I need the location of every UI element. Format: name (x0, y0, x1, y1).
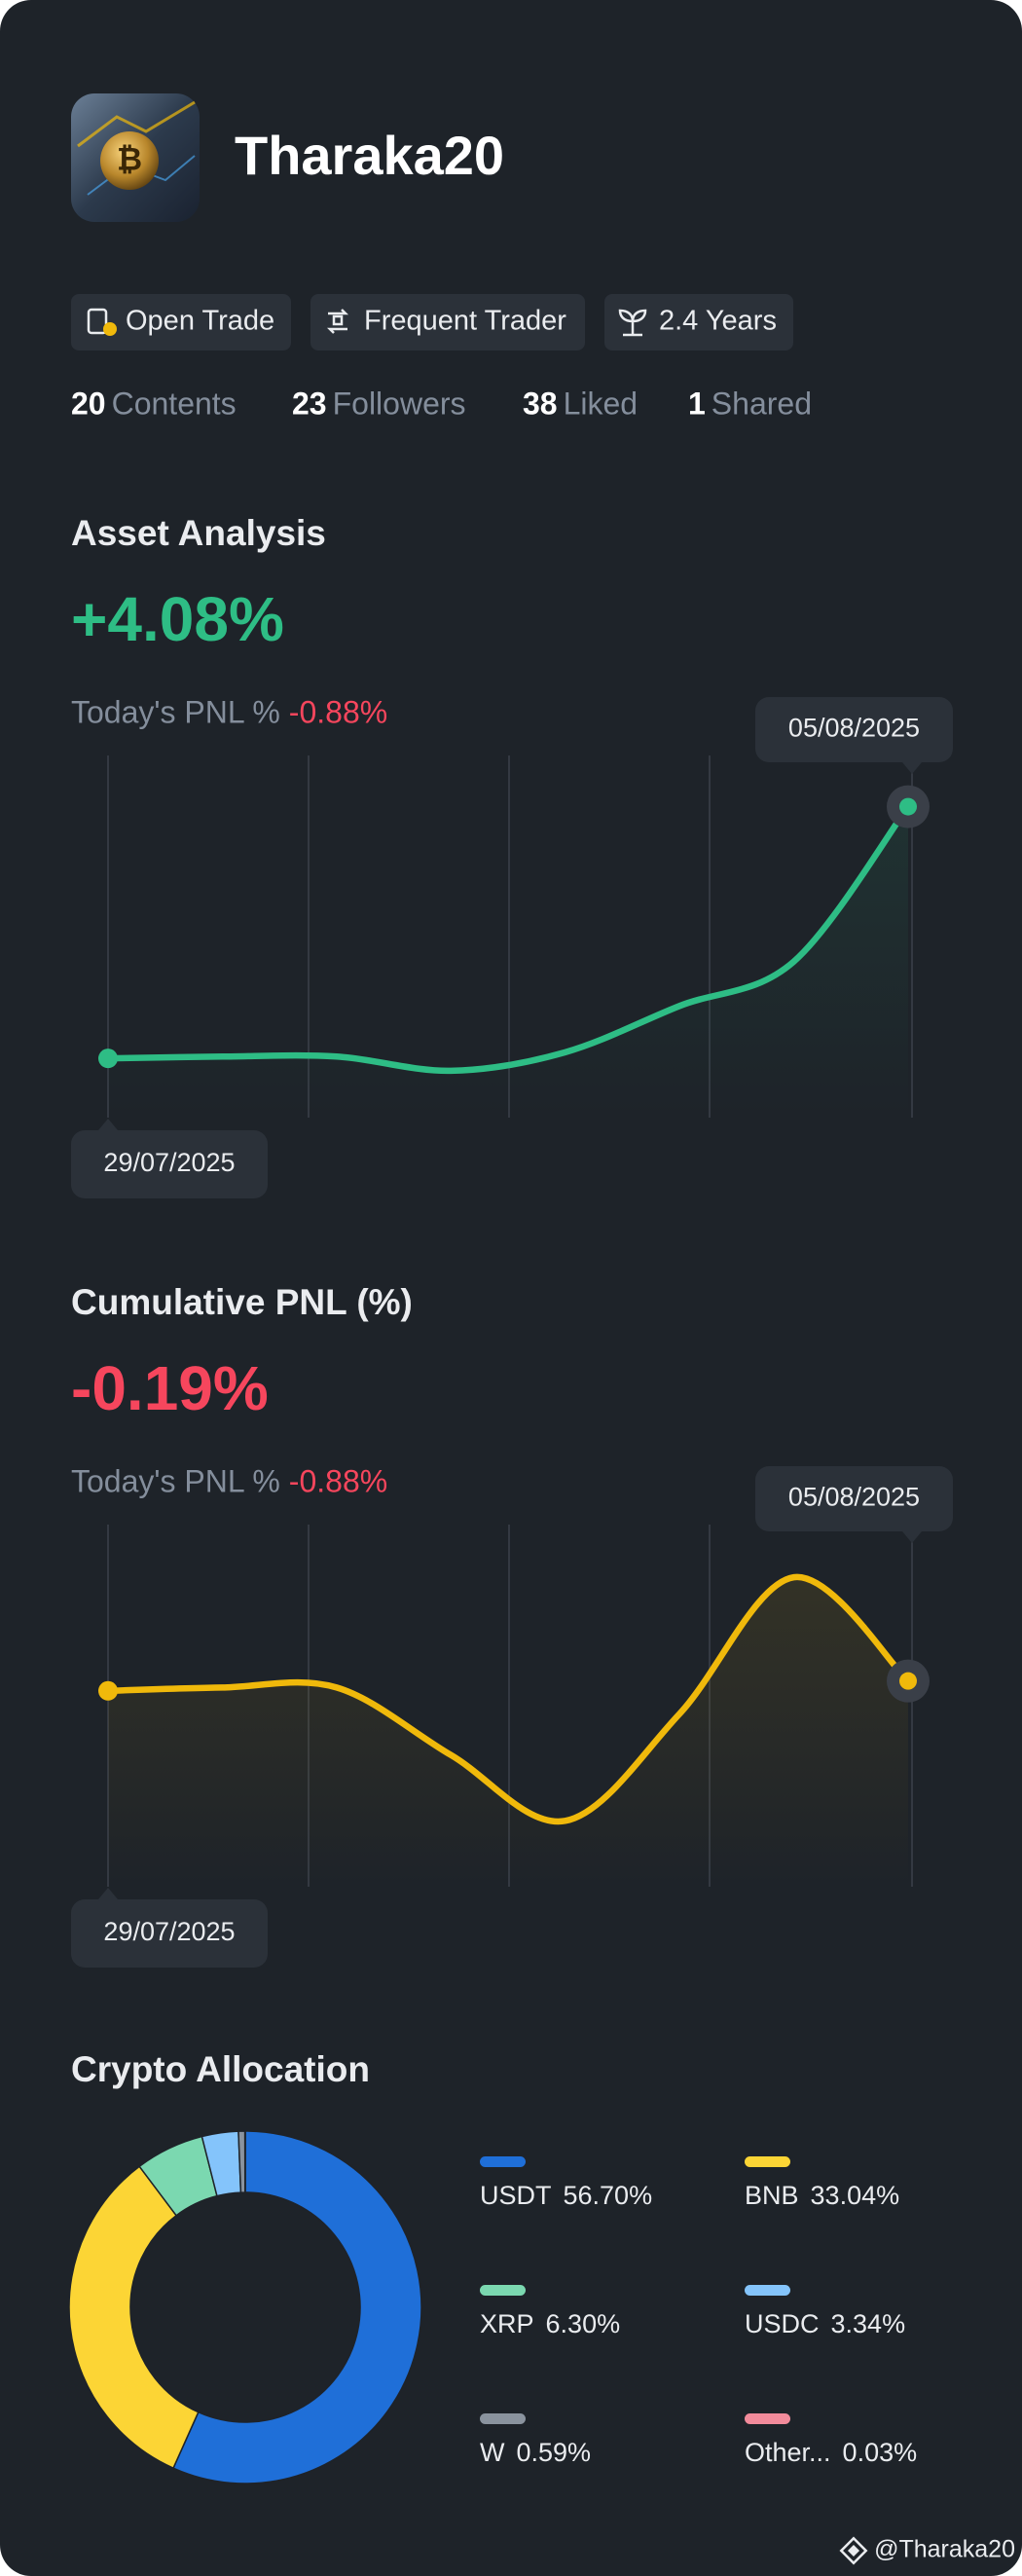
legend-value: 6.30% (546, 2309, 621, 2338)
end-date: 05/08/2025 (788, 714, 920, 743)
legend-swatch (745, 2156, 790, 2167)
date-bubble (71, 1899, 268, 1968)
badge-label: Open Trade (126, 306, 274, 337)
pnl-value: -0.88% (289, 694, 387, 729)
legend-label: USDC (745, 2309, 820, 2338)
start-point (98, 1680, 118, 1701)
legend-label: Other... (745, 2438, 831, 2467)
pnl-label: Today's PNL % (71, 1463, 280, 1498)
end-point (899, 797, 917, 816)
pnl-label: Today's PNL % (71, 694, 280, 729)
stat-label: Followers (333, 386, 466, 421)
line (104, 1573, 912, 1825)
legend-swatch (745, 2413, 790, 2424)
stats: 20 Contents 23 Followers 38 Liked 1 Shared (71, 386, 812, 421)
stat-label: Shared (712, 386, 812, 421)
badge (604, 294, 793, 350)
legend-label: W (480, 2438, 505, 2467)
start-date: 29/07/2025 (103, 1917, 235, 1946)
headline-value: +4.08% (71, 584, 284, 654)
end-point (899, 1672, 917, 1690)
section-title: Crypto Allocation (71, 2049, 370, 2089)
legend-value: 0.03% (843, 2438, 918, 2467)
badge-label: 2.4 Years (659, 306, 777, 337)
legend-swatch (480, 2285, 526, 2296)
badge (71, 294, 291, 350)
legend-value: 56.70% (564, 2181, 653, 2210)
headline-value: -0.19% (71, 1353, 269, 1423)
stat-label: Liked (564, 386, 639, 421)
start-point (98, 1049, 118, 1069)
charts: Asset Analysis +4.08% Today's PNL % -0.88% 0… (68, 513, 953, 2484)
line (104, 803, 912, 1075)
legend-swatch (480, 2413, 526, 2424)
legend-value: 33.04% (811, 2181, 900, 2210)
donut-segment (68, 2165, 200, 2470)
area (108, 806, 908, 1118)
date-bubble (71, 1130, 268, 1198)
legend-label: XRP (480, 2309, 534, 2338)
stat-value: 23 (292, 386, 327, 421)
end-date: 05/08/2025 (788, 1483, 920, 1512)
date-bubble (755, 1466, 953, 1531)
bubble-pointer (98, 1888, 118, 1899)
stat-value: 38 (523, 386, 558, 421)
badge-icon (87, 308, 647, 337)
legend-label: USDT (480, 2181, 552, 2210)
legend-swatch (745, 2285, 790, 2296)
bubble-pointer (98, 1119, 118, 1130)
stat-value: 1 (688, 386, 706, 421)
donut-chart: Crypto Allocation USDT 56.70% BNB 33.04% XRP 6… (68, 2049, 918, 2484)
section-title: Asset Analysis (71, 513, 326, 553)
stat-label: Contents (112, 386, 237, 421)
stat-value: 20 (71, 386, 106, 421)
donut-segment (172, 2130, 422, 2484)
area (108, 1576, 908, 1887)
watermark: @Tharaka20 (839, 2536, 1015, 2565)
avatar: ₿ (71, 93, 200, 222)
badge (310, 294, 585, 350)
start-date: 29/07/2025 (103, 1148, 235, 1177)
pnl-value: -0.88% (289, 1463, 387, 1498)
bubble-pointer (902, 762, 922, 774)
section-title: Cumulative PNL (%) (71, 1282, 413, 1322)
svg-text:₿: ₿ (117, 141, 142, 176)
line-chart: Asset Analysis +4.08% Today's PNL % -0.88% 0… (71, 513, 953, 1198)
date-bubble (755, 697, 953, 762)
legend-swatch (480, 2156, 526, 2167)
bubble-pointer (902, 1531, 922, 1543)
legend-value: 3.34% (831, 2309, 906, 2338)
legend-value: 0.59% (516, 2438, 591, 2467)
watermark-text: @Tharaka20 (874, 2536, 1015, 2563)
legend-label: BNB (745, 2181, 799, 2210)
username: Tharaka20 (235, 125, 504, 186)
line-chart: Cumulative PNL (%) -0.19% Today's PNL % -0.… (71, 1282, 953, 1968)
badges: Open Trade Frequent Trader 2.4 Years (71, 294, 793, 350)
badge-label: Frequent Trader (364, 306, 566, 337)
